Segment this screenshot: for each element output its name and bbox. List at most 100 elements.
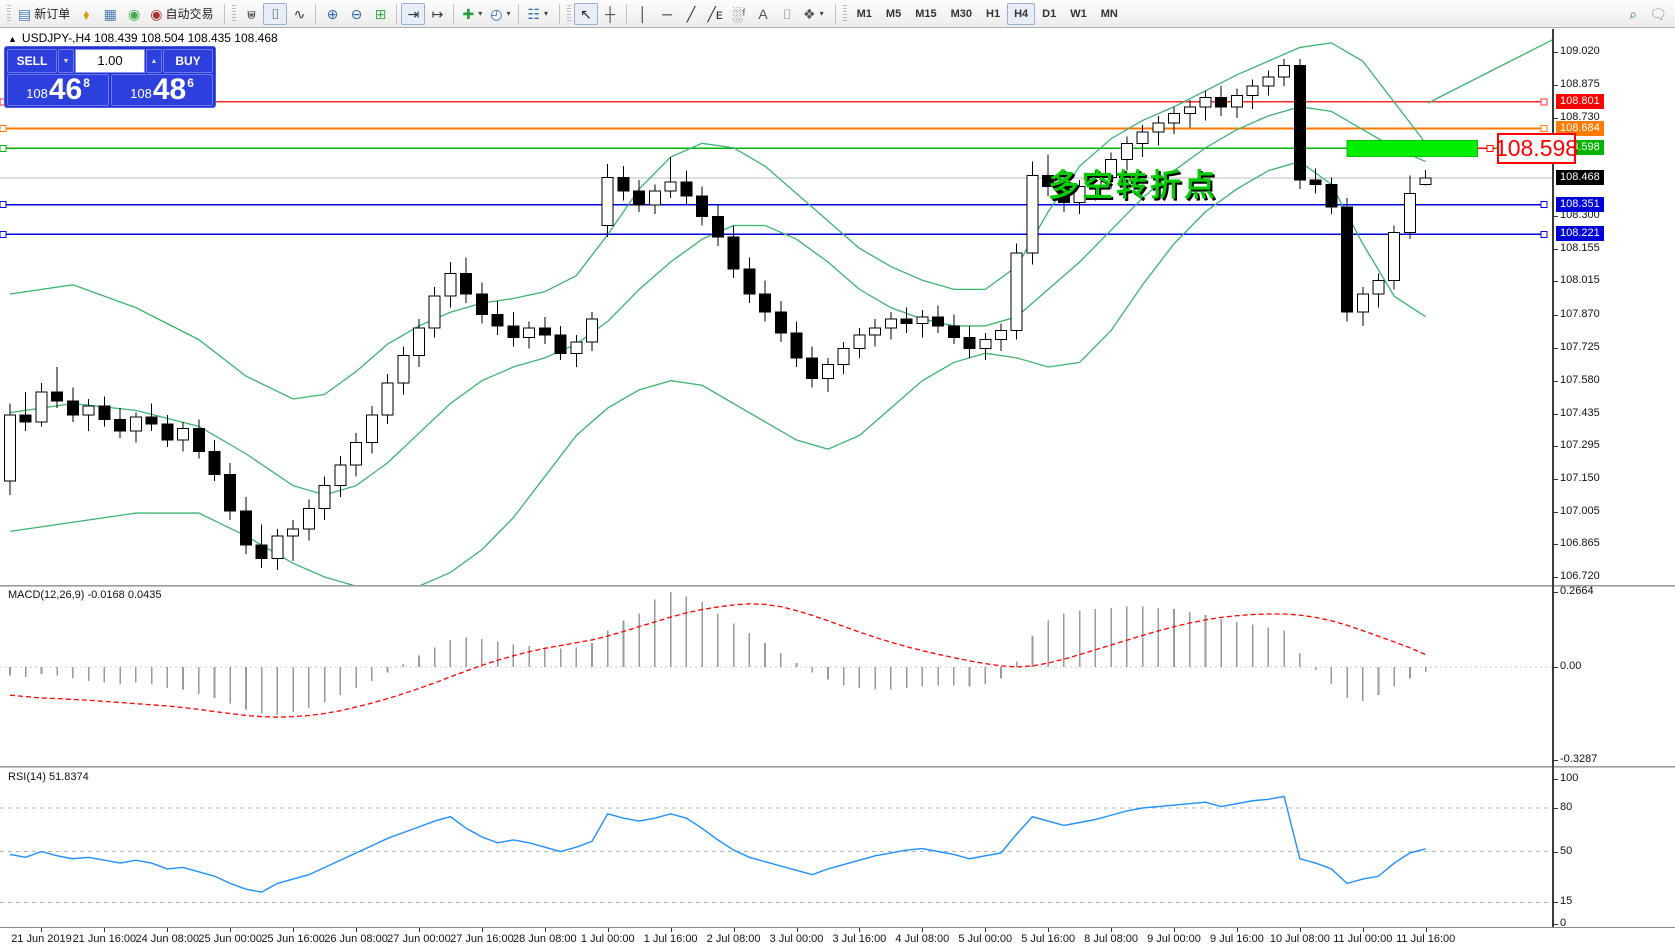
volume-input[interactable]: 1.00: [75, 49, 145, 73]
toolbar-separator: [315, 3, 317, 24]
main-chart[interactable]: [0, 29, 1552, 585]
timeframe-button-w1[interactable]: W1: [1070, 7, 1087, 20]
time-tick-mark: [230, 928, 232, 932]
price-tick-label: 107.295: [1560, 438, 1600, 451]
chart-text-annotation[interactable]: 多空转折点: [1048, 168, 1218, 203]
line-handle-icon[interactable]: [0, 230, 7, 238]
sell-price-display[interactable]: 108 46 8: [7, 74, 109, 106]
channel-button[interactable]: ░ᶠ: [727, 3, 751, 25]
line-handle-icon[interactable]: [0, 144, 7, 152]
autotrading-button-label: 自动交易: [165, 7, 214, 21]
vertical-line-button[interactable]: │: [631, 3, 655, 25]
timeframe-button-m30[interactable]: M30: [950, 7, 972, 20]
search-icon: ⌕: [1629, 5, 1638, 22]
bullish-candle: [177, 428, 190, 441]
bearish-candle: [224, 473, 237, 512]
line-handle-icon[interactable]: [1540, 98, 1548, 106]
time-tick-mark: [481, 928, 483, 932]
time-axis-label: 4 Jul 08:00: [895, 933, 950, 945]
price-tick-label: 107.580: [1560, 373, 1600, 386]
price-callout-label[interactable]: 108.598: [1495, 133, 1578, 164]
price-tick-mark: [1553, 118, 1558, 120]
autotrading-button[interactable]: ◉ 自动交易: [146, 3, 217, 25]
time-tick-mark: [985, 928, 987, 932]
macd-tick-mark: [1553, 591, 1558, 593]
volume-down-button[interactable]: ▼: [58, 49, 74, 73]
rsi-subwindow[interactable]: [0, 768, 1552, 927]
sell-button[interactable]: SELL: [7, 49, 57, 73]
cursor-button[interactable]: ↖: [574, 2, 599, 25]
line-chart-button[interactable]: ∿: [287, 3, 311, 25]
clock-icon: ◴: [490, 5, 503, 22]
search-button[interactable]: ⌕: [1621, 3, 1645, 25]
buy-price-display[interactable]: 108 48 6: [111, 74, 213, 106]
toolbar-separator: [518, 3, 520, 24]
indicator-windows-button[interactable]: ☷ ▾: [523, 3, 552, 25]
time-axis-label: 21 Jun 2019: [11, 933, 72, 945]
autotrade-icon: ◉: [150, 5, 163, 22]
text-label-button[interactable]: ⌷: [775, 3, 799, 25]
macd-panel-separator[interactable]: [0, 585, 1675, 587]
bullish-candle: [853, 334, 866, 350]
chart-title: ▲ USDJPY-,H4 108.439 108.504 108.435 108.…: [8, 31, 278, 45]
zoom-out-button[interactable]: ⊖: [344, 3, 368, 25]
bullish-candle: [334, 464, 347, 487]
macd-tick-mark: [1553, 667, 1558, 668]
dropdown-caret-icon: ▾: [819, 9, 824, 18]
timeframe-button-mn[interactable]: MN: [1100, 7, 1118, 20]
crosshair-button[interactable]: ┼: [598, 3, 622, 25]
zoom-in-button[interactable]: ⊕: [320, 3, 344, 25]
line-handle-icon[interactable]: [0, 201, 7, 209]
highlight-rectangle[interactable]: [1346, 139, 1479, 157]
timeframe-button-h1[interactable]: H1: [986, 7, 1001, 20]
fibonacci-button[interactable]: ╱ᴇ: [703, 3, 727, 25]
eraser-icon: ⬧: [83, 5, 90, 22]
chart-shift-button[interactable]: ↦: [425, 3, 449, 25]
text-button[interactable]: A: [751, 3, 775, 25]
periods-button[interactable]: ◴ ▾: [486, 3, 514, 25]
trendline-button[interactable]: ╱: [679, 3, 703, 25]
indicators-button[interactable]: ✚ ▾: [458, 3, 486, 25]
new-order-button[interactable]: ▤ 新订单: [14, 3, 74, 25]
tile-windows-button[interactable]: ⊞: [368, 3, 392, 25]
shapes-button[interactable]: ❖ ▾: [799, 3, 828, 25]
timeframe-button-m15[interactable]: M15: [915, 7, 937, 20]
collapse-icon[interactable]: ▲: [8, 34, 17, 44]
bullish-candle: [601, 177, 614, 226]
timeframe-button-m1[interactable]: M1: [856, 7, 872, 20]
line-handle-icon[interactable]: [1540, 230, 1548, 238]
signal-button[interactable]: ◉: [122, 3, 146, 25]
styler-button[interactable]: ⬧: [74, 3, 98, 25]
bullish-candle: [444, 272, 457, 297]
bullish-candle: [837, 348, 850, 366]
bullish-candle: [1230, 94, 1243, 108]
terminal-button[interactable]: ▦: [98, 3, 122, 25]
chat-button[interactable]: 🗨: [1645, 3, 1671, 25]
bar-chart-button[interactable]: ⩐: [239, 3, 263, 25]
candlestick-button[interactable]: ⌷: [263, 2, 288, 25]
bearish-candle: [239, 510, 252, 546]
bullish-candle: [1152, 122, 1165, 133]
auto-scroll-button[interactable]: ⇥: [401, 2, 426, 25]
bearish-candle: [208, 450, 221, 475]
toolbar-group-right: ⌕ 🗨: [1621, 3, 1671, 25]
price-tick-mark: [1553, 380, 1558, 382]
callout-anchor-icon[interactable]: [1486, 144, 1494, 152]
horizontal-line-button[interactable]: ─: [655, 3, 679, 25]
bullish-candle: [994, 329, 1007, 341]
timeframe-button-m5[interactable]: M5: [885, 7, 902, 20]
line-handle-icon[interactable]: [1540, 201, 1548, 209]
macd-signal-line: [9, 603, 1426, 718]
toolbar-separator: [453, 3, 455, 24]
rsi-panel-separator[interactable]: [0, 766, 1675, 768]
line-handle-icon[interactable]: [0, 125, 7, 133]
line-handle-icon[interactable]: [1540, 125, 1548, 133]
timeframe-button-h4[interactable]: H4: [1007, 2, 1036, 25]
macd-subwindow[interactable]: [0, 587, 1552, 766]
timeframe-button-d1[interactable]: D1: [1042, 7, 1057, 20]
rsi-indicator-label: RSI(14) 51.8374: [8, 771, 89, 783]
bullish-candle: [1372, 279, 1385, 295]
bullish-candle: [523, 327, 536, 338]
volume-up-button[interactable]: ▲: [146, 49, 162, 73]
buy-button[interactable]: BUY: [163, 49, 213, 73]
